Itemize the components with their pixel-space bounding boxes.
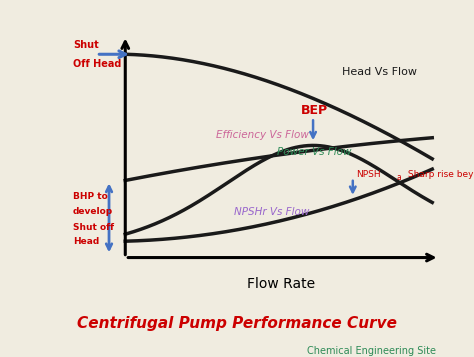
Text: develop: develop [73, 207, 113, 216]
Text: Flow Rate: Flow Rate [246, 277, 315, 291]
Text: BEP: BEP [301, 104, 328, 117]
Text: Sharp rise beyond BEP: Sharp rise beyond BEP [405, 170, 474, 179]
Text: NPSH: NPSH [356, 170, 381, 179]
Text: Chemical Engineering Site: Chemical Engineering Site [307, 346, 436, 356]
Text: Head: Head [73, 237, 99, 246]
Text: Shut: Shut [73, 40, 99, 50]
Text: Shut off: Shut off [73, 222, 114, 232]
Text: a: a [397, 172, 401, 181]
Text: BHP to: BHP to [73, 192, 108, 201]
Text: Power Vs Flow: Power Vs Flow [277, 147, 351, 157]
Text: Efficiency Vs Flow: Efficiency Vs Flow [216, 130, 309, 140]
Text: Head Vs Flow: Head Vs Flow [342, 67, 417, 77]
Text: Off Head: Off Head [73, 59, 121, 69]
Text: Centrifugal Pump Performance Curve: Centrifugal Pump Performance Curve [77, 316, 397, 331]
Text: NPSHr Vs Flow: NPSHr Vs Flow [234, 207, 309, 217]
